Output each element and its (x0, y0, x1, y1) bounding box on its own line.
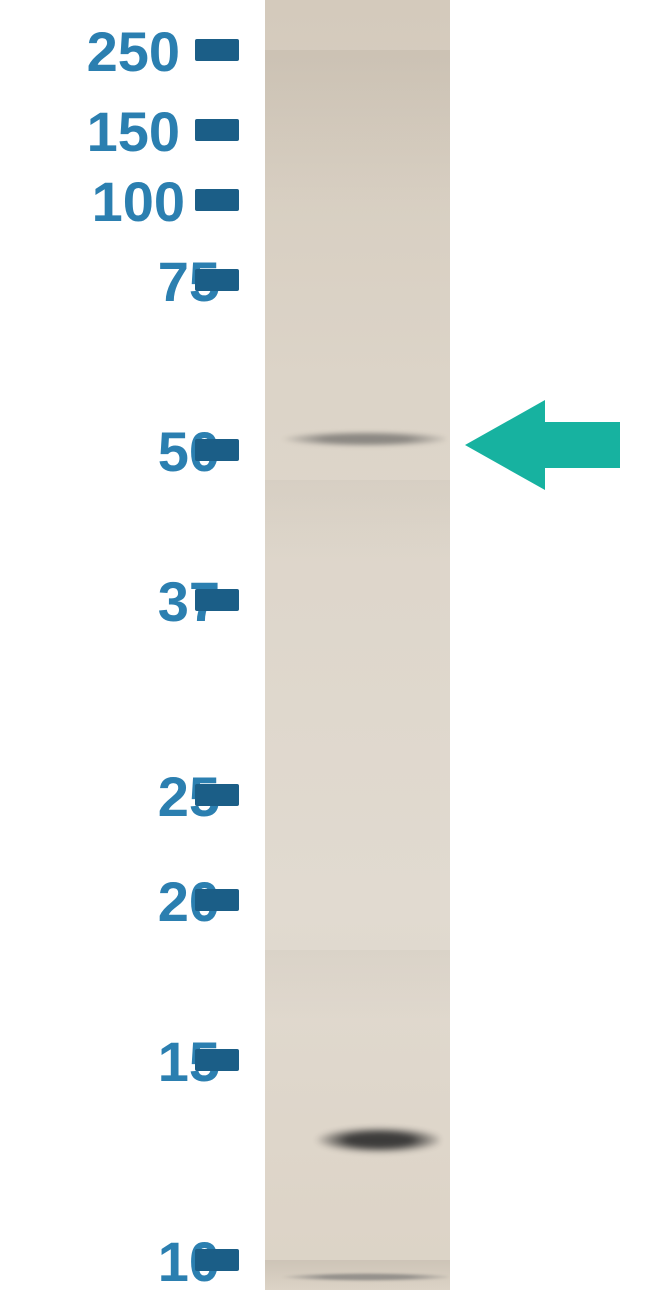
mw-tick-15 (195, 1049, 239, 1071)
mw-tick-50 (195, 439, 239, 461)
mw-label-150: 150 (40, 99, 180, 164)
band-nonspecific (305, 1125, 440, 1155)
western-blot-figure: 25015010075503725201510 (0, 0, 650, 1300)
mw-label-100: 100 (45, 169, 185, 234)
blot-lane (265, 0, 450, 1290)
band-front (268, 1272, 448, 1282)
mw-tick-20 (195, 889, 239, 911)
mw-tick-25 (195, 784, 239, 806)
mw-tick-10 (195, 1249, 239, 1271)
target-band-arrow-icon (465, 400, 620, 490)
band-target (268, 430, 446, 448)
mw-label-250: 250 (40, 19, 180, 84)
lane-smudge (265, 480, 450, 560)
mw-tick-100 (195, 189, 239, 211)
mw-tick-150 (195, 119, 239, 141)
lane-smudge (265, 950, 450, 1020)
mw-tick-37 (195, 589, 239, 611)
mw-tick-75 (195, 269, 239, 291)
mw-tick-250 (195, 39, 239, 61)
lane-smudge (265, 50, 450, 210)
